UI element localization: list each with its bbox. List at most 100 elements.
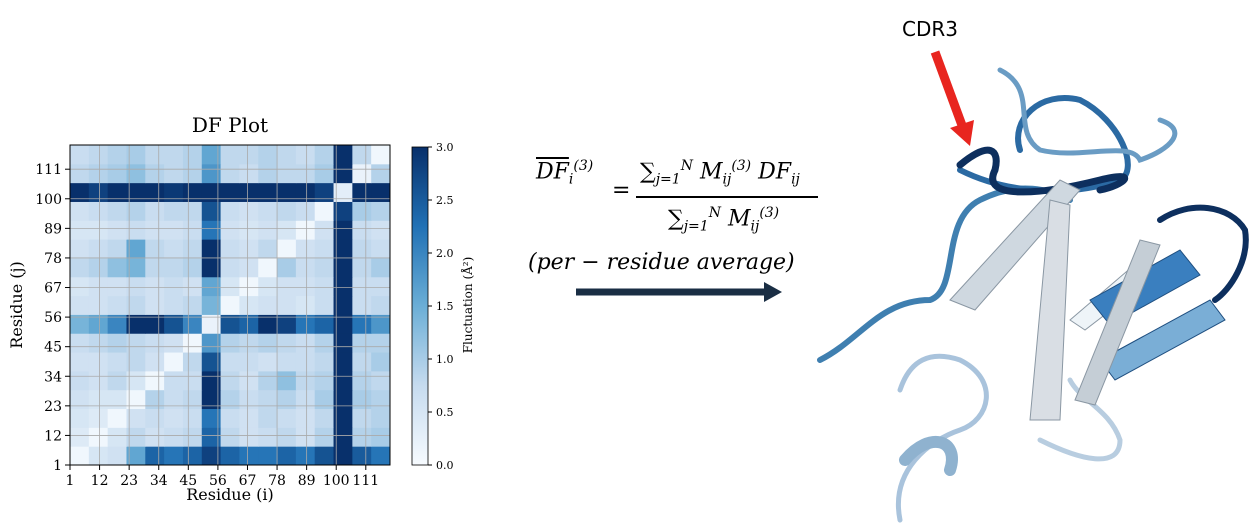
heatmap-cell [107, 276, 127, 297]
equation-denominator: ∑j=1N Mij(3) [668, 205, 779, 235]
heatmap-cell [277, 145, 297, 165]
heatmap-cell [277, 352, 297, 372]
heatmap-cell [182, 257, 203, 278]
heatmap-cell [352, 276, 372, 297]
colorbar-tick-label: 2.0 [436, 247, 454, 260]
x-tick-label: 100 [323, 473, 350, 489]
heatmap-cell [70, 333, 90, 353]
heatmap-cell [239, 295, 259, 315]
heatmap-cell [352, 427, 372, 447]
heatmap-cell [295, 145, 316, 165]
heatmap-cell [201, 145, 222, 165]
heatmap-cell [164, 352, 184, 372]
heatmap-cell [295, 276, 316, 297]
heatmap-cell [70, 427, 90, 447]
protein-structure [817, 67, 1249, 523]
heatmap-cell [333, 239, 353, 259]
heatmap-cell [239, 352, 259, 372]
heatmap-cell [70, 370, 90, 391]
heatmap-cell [107, 220, 127, 240]
heatmap-cell [220, 314, 240, 334]
heatmap-cell [333, 370, 353, 391]
colorbar-tick-label: 0.0 [436, 459, 454, 472]
heatmap-cell [145, 389, 165, 410]
x-tick-label: 89 [298, 473, 316, 489]
heatmap-cell [107, 408, 127, 428]
y-tick-label: 45 [44, 340, 62, 356]
heatmap-cell [333, 145, 353, 165]
heatmap-cell [295, 182, 316, 202]
heatmap-cell [314, 408, 335, 428]
heatmap-cell [239, 220, 259, 240]
heatmap-cell [352, 145, 372, 165]
heatmap-cell [258, 427, 278, 447]
eq-text: ij [791, 171, 800, 188]
heatmap-cell [277, 257, 297, 278]
heatmap-cell [126, 182, 146, 202]
fraction-bar [636, 196, 818, 198]
heatmap-cell [314, 389, 335, 410]
heatmap-cell [88, 427, 109, 447]
heatmap-cell [239, 257, 259, 278]
heatmap-cell [371, 257, 391, 278]
colorbar-tick-label: 1.5 [436, 300, 454, 313]
heatmap-cell [220, 145, 240, 165]
heatmap-cell [201, 257, 222, 278]
heatmap-cell [371, 427, 391, 447]
heatmap-cell [107, 145, 127, 165]
heatmap-cell [352, 389, 372, 410]
heatmap-cell [371, 446, 391, 466]
heatmap-cell [145, 295, 165, 315]
eq-text: i [568, 171, 574, 188]
heatmap-cell [277, 239, 297, 259]
heatmap-cell [352, 370, 372, 391]
heatmap-cell [333, 389, 353, 410]
heatmap-cell [164, 239, 184, 259]
heatmap-cell [295, 163, 316, 184]
y-tick-label: 78 [44, 251, 62, 267]
heatmap-cell [88, 239, 109, 259]
heatmap-cell [145, 427, 165, 447]
heatmap-cell [258, 408, 278, 428]
heatmap-cell [371, 239, 391, 259]
x-tick-label: 78 [268, 473, 286, 489]
heatmap-cell [182, 182, 203, 202]
structure-label: CDR3 [902, 17, 958, 41]
heatmap-cell [277, 408, 297, 428]
x-axis-label: Residue (i) [186, 485, 274, 504]
heatmap-cell [107, 239, 127, 259]
heatmap-cell [107, 427, 127, 447]
eq-text: DF [758, 159, 792, 185]
heatmap-cell [371, 201, 391, 221]
heatmap-cell [88, 352, 109, 372]
heatmap-cell [220, 276, 240, 297]
heatmap-cell [88, 201, 109, 221]
heatmap-cell [239, 182, 259, 202]
heatmap-cell [258, 446, 278, 466]
heatmap-cell [314, 333, 335, 353]
heatmap-cell [258, 333, 278, 353]
heatmap-cell [371, 370, 391, 391]
x-tick-label: 23 [120, 473, 138, 489]
plot-frame [69, 144, 391, 466]
heatmap-cell [126, 239, 146, 259]
heatmap-cell [352, 352, 372, 372]
eq-text: ∑ [640, 159, 656, 185]
y-tick-label: 56 [44, 310, 62, 326]
heatmap-cell [239, 389, 259, 410]
heatmap-cell [201, 408, 222, 428]
heatmap-cell [295, 257, 316, 278]
heatmap-cell [258, 352, 278, 372]
colorbar-tick-label: 2.5 [436, 194, 454, 207]
heatmap-cell [239, 163, 259, 184]
heatmap-cell [371, 314, 391, 334]
heatmap-cell [126, 295, 146, 315]
heatmap-cell [70, 182, 90, 202]
equation-lhs: DFi(3) [536, 158, 593, 188]
pointer-arrow [930, 50, 968, 130]
heatmap-cell [201, 446, 222, 466]
eq-text: ∑ [668, 206, 684, 232]
heatmap-cell [258, 370, 278, 391]
heatmap-cell [295, 446, 316, 466]
